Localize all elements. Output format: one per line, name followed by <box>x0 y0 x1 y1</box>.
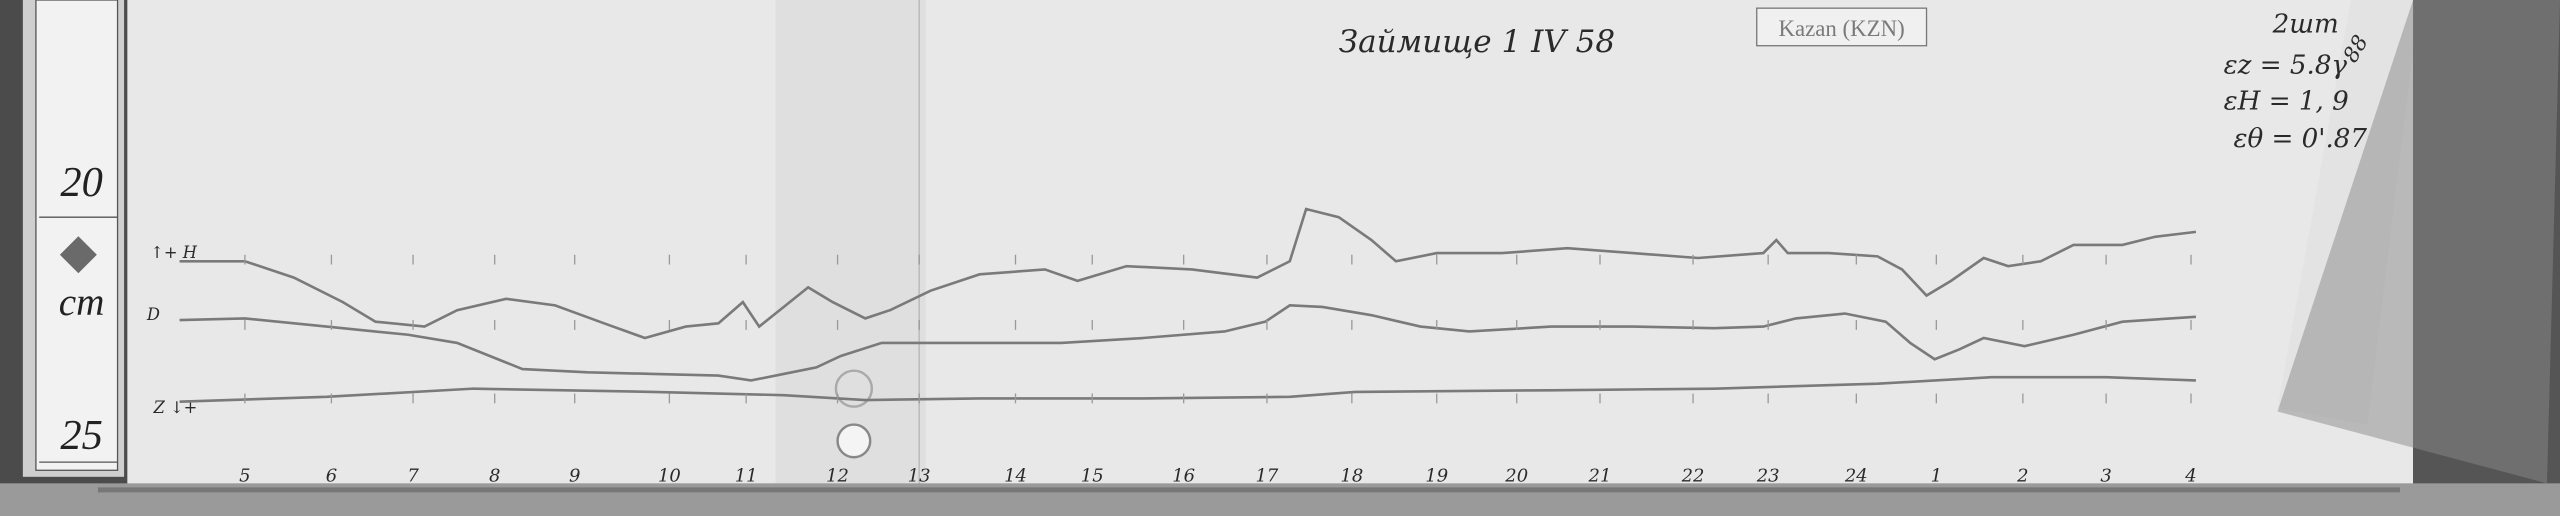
hour-label: 4 <box>2184 466 2196 487</box>
ruler-strip <box>35 0 119 471</box>
glass-plate-shadow <box>2277 0 2560 484</box>
hour-label: 7 <box>407 466 419 487</box>
sheet-note: 2шт <box>2272 10 2339 40</box>
hour-label: 18 <box>1340 466 1363 487</box>
hour-label: 3 <box>2100 466 2111 487</box>
hour-label: 13 <box>908 466 931 487</box>
trace-label-d: D <box>146 305 160 324</box>
hour-label: 2 <box>2016 466 2028 487</box>
station-label-box <box>1756 7 1928 47</box>
scale-d-note: εθ = 0'.87 <box>2233 124 2367 154</box>
punch-hole <box>836 423 872 459</box>
trace-z <box>179 375 2196 404</box>
transparent-overlay <box>775 0 926 490</box>
trace-label-z: Z ↓+ <box>152 398 197 417</box>
hour-label: 1 <box>1931 466 1942 487</box>
ruler-value-bottom: 25 <box>60 412 102 459</box>
hour-label: 9 <box>569 466 580 487</box>
hour-label: 23 <box>1756 466 1780 487</box>
hour-label: 12 <box>826 466 849 487</box>
hour-label: 20 <box>1504 466 1528 487</box>
hour-label: 21 <box>1588 466 1612 487</box>
trace-d <box>179 304 2197 382</box>
hour-label: 16 <box>1172 466 1195 487</box>
hour-label: 15 <box>1081 466 1104 487</box>
magnetogram-paper <box>127 0 2414 490</box>
hour-label: 17 <box>1256 466 1279 487</box>
hour-label: 24 <box>1844 466 1868 487</box>
scale-z-note: εz = 5.8γ <box>2224 50 2348 80</box>
ruler-value-top: 20 <box>60 159 102 206</box>
scale-h-note: εH = 1, 9 <box>2224 86 2349 116</box>
hour-labels: 5 6 7 8 9 10 11 12 13 14 15 16 17 18 19 20 21 22 23 24 1 2 3 4 <box>239 254 2197 487</box>
hour-label: 10 <box>658 466 681 487</box>
ruler-marker-icon <box>59 236 97 274</box>
station-label: Kazan (KZN) <box>1779 16 1905 41</box>
hour-label: 19 <box>1425 466 1448 487</box>
trace-h <box>179 207 2197 340</box>
trace-label-h: ↑+ H <box>150 243 198 262</box>
hour-label: 11 <box>735 466 758 487</box>
hour-label: 14 <box>1004 466 1027 487</box>
hour-label: 6 <box>326 466 337 487</box>
hour-label: 5 <box>239 466 250 487</box>
ruler-unit: cm <box>59 281 105 324</box>
handwritten-title: Займище 1 IV 58 <box>1339 24 1615 60</box>
hour-label: 8 <box>489 466 500 487</box>
punch-hole <box>834 369 874 408</box>
hour-label: 22 <box>1681 466 1705 487</box>
